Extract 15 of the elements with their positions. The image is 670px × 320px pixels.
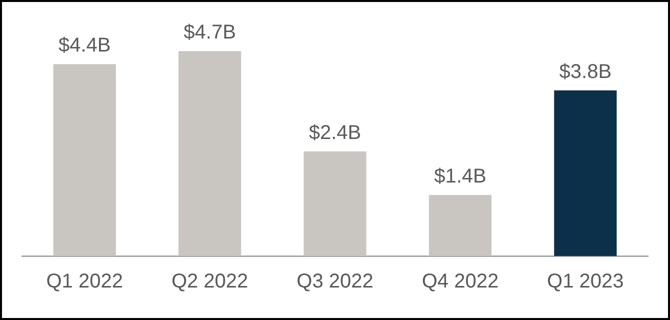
x-tick-label: Q1 2023	[547, 270, 624, 293]
data-label: $3.8B	[559, 60, 612, 83]
bar	[304, 151, 366, 256]
x-tick-label: Q3 2022	[296, 270, 374, 293]
bar	[178, 51, 242, 256]
bar	[53, 64, 116, 256]
x-tick-label: Q4 2022	[422, 270, 499, 293]
data-label: $2.4B	[308, 122, 362, 144]
data-label: $4.7B	[184, 22, 236, 44]
data-label: $1.4B	[434, 165, 486, 188]
x-tick-label: Q1 2022	[46, 270, 123, 293]
data-label: $4.4B	[58, 34, 111, 57]
bar	[428, 194, 492, 256]
x-tick-label: Q2 2022	[171, 270, 248, 293]
bar	[554, 90, 617, 256]
